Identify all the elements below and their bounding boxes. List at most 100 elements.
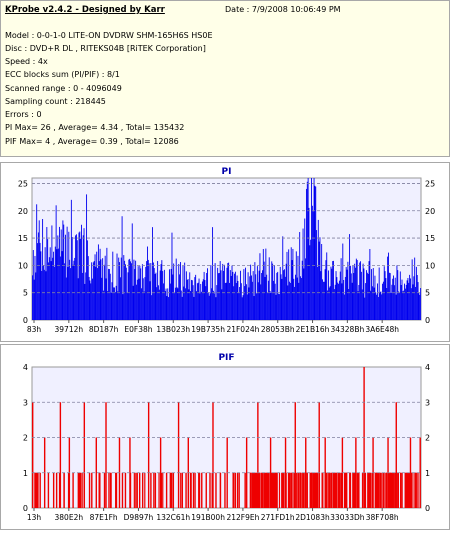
- pi-bar: [152, 227, 153, 320]
- pif-bar: [77, 472, 79, 508]
- pi-bar: [319, 237, 321, 320]
- y-tick-label-right: 10: [425, 261, 435, 270]
- pi-bar: [238, 293, 240, 320]
- pi-bar: [394, 277, 396, 320]
- pi-bar: [82, 235, 84, 320]
- pi-bar: [206, 272, 208, 320]
- pif-bar: [103, 472, 106, 508]
- pi-bar: [415, 286, 416, 320]
- pif-bar: [354, 472, 356, 508]
- pif-bar: [272, 472, 274, 508]
- pi-bar: [300, 278, 302, 320]
- pif-bar: [328, 472, 331, 508]
- pi-bar: [201, 291, 203, 320]
- pi-bar: [417, 282, 419, 320]
- pif-bar: [272, 472, 275, 508]
- y-tick-label-left: 5: [23, 289, 28, 298]
- pi-bar: [323, 281, 325, 320]
- pi-bar: [242, 295, 244, 320]
- pif-bar: [115, 472, 117, 508]
- pif-bar: [381, 472, 383, 508]
- pif-bar: [361, 472, 364, 508]
- pif-bar: [367, 472, 370, 508]
- pi-bar: [117, 291, 119, 320]
- pi-bar: [258, 270, 260, 320]
- pi-bar: [376, 294, 378, 320]
- pif-bar: [305, 437, 307, 508]
- pi-bar: [144, 277, 146, 320]
- pi-bar: [339, 271, 341, 320]
- pi-bar: [185, 271, 187, 320]
- pif-bar: [415, 472, 417, 508]
- pi-bar: [227, 263, 229, 320]
- pif-bar: [400, 472, 402, 508]
- x-tick-label: D9897h: [124, 513, 154, 522]
- pi-bar: [71, 237, 73, 320]
- pi-bar: [59, 226, 60, 320]
- x-tick-label: 2D1083h: [295, 513, 330, 522]
- pif-bar: [265, 472, 267, 508]
- pi-bar: [143, 291, 145, 320]
- pi-bar: [385, 278, 387, 320]
- pi-bar: [351, 282, 353, 320]
- pi-bar: [94, 254, 96, 320]
- pi-bar: [267, 280, 269, 320]
- pi-bar: [310, 239, 312, 320]
- pi-bar: [37, 243, 38, 320]
- pi-bar: [147, 246, 148, 320]
- pi-bar: [109, 273, 111, 320]
- pif-bar: [311, 472, 313, 508]
- x-tick-label: 132C61h: [156, 513, 190, 522]
- pif-bar: [83, 402, 86, 508]
- pi-bar: [177, 288, 179, 320]
- pi-bar: [282, 236, 284, 320]
- pi-bar: [384, 271, 386, 320]
- pi-bar: [256, 293, 257, 320]
- pi-bar: [169, 283, 171, 320]
- pi-bar: [371, 269, 373, 320]
- pi-bar: [234, 271, 236, 320]
- pi-bar: [38, 220, 40, 320]
- pi-bar: [210, 265, 212, 320]
- pif-bar: [392, 472, 394, 508]
- pi-bar: [305, 258, 307, 320]
- pi-bar: [257, 282, 259, 320]
- pi-bar: [284, 269, 285, 320]
- y-tick-label-right: 1: [425, 469, 430, 478]
- pif-bar: [98, 472, 100, 508]
- pif-bar: [201, 472, 203, 508]
- pi-bar: [81, 224, 82, 320]
- info-pi-summary: PI Max= 26 , Average= 4.34 , Total= 1354…: [5, 123, 185, 132]
- pi-bar: [114, 292, 116, 320]
- pi-bar: [350, 273, 352, 320]
- pi-bar: [363, 268, 365, 320]
- pi-bar: [245, 284, 247, 320]
- pi-bar: [163, 269, 165, 320]
- pif-bar: [236, 472, 239, 508]
- pi-bar: [164, 290, 166, 320]
- pif-bar: [59, 402, 62, 508]
- pi-bar: [36, 204, 38, 320]
- info-ecc: ECC blocks sum (PI/PIF) : 8/1: [5, 70, 120, 79]
- pif-bar: [256, 472, 258, 508]
- pif-bar: [261, 472, 263, 508]
- pif-bar: [406, 472, 408, 508]
- pif-bar: [251, 472, 254, 508]
- pif-bar: [124, 472, 127, 508]
- pi-bar: [79, 231, 81, 320]
- pi-bar: [380, 291, 382, 320]
- pi-bar: [78, 232, 80, 320]
- pi-bar: [360, 261, 362, 320]
- pi-bar: [74, 257, 76, 320]
- pif-bar: [302, 472, 305, 508]
- pi-bar: [272, 263, 274, 320]
- pi-bar: [118, 257, 120, 320]
- pi-bar: [106, 247, 108, 320]
- pi-bar: [359, 262, 361, 320]
- pi-bar: [266, 274, 268, 320]
- pi-bar: [113, 287, 115, 320]
- pif-bar: [374, 472, 376, 508]
- pi-bar: [169, 269, 170, 320]
- x-tick-label: 13B023h: [156, 325, 190, 334]
- pif-bar: [391, 472, 393, 508]
